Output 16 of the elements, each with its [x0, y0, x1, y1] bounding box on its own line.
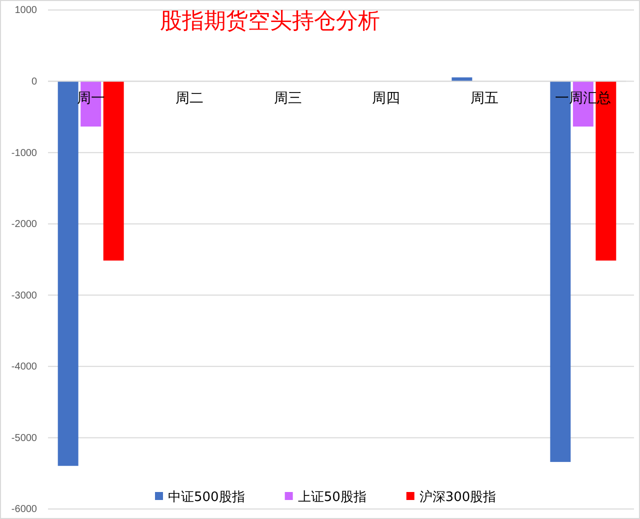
legend-label: 中证500股指: [168, 490, 245, 505]
y-tick-label: -4000: [11, 362, 38, 373]
x-tick-label: 周二: [175, 89, 204, 106]
y-tick-label: -5000: [11, 432, 38, 444]
y-tick-label: 1000: [14, 5, 38, 16]
x-tick-label: 周三: [274, 89, 302, 106]
y-tick-label: -6000: [11, 504, 38, 516]
y-tick-label: -1000: [11, 148, 38, 159]
legend-label: 上证50股指: [298, 490, 366, 505]
y-tick-label: -2000: [11, 219, 38, 230]
legend-label: 沪深300股指: [419, 489, 496, 505]
chart-title: 股指期货空头持仓分析: [160, 9, 380, 34]
x-tick-label: 周五: [470, 89, 499, 106]
y-tick-label: -3000: [11, 290, 38, 302]
x-tick-label: 周四: [372, 89, 400, 106]
y-tick-label: 0: [31, 76, 38, 88]
